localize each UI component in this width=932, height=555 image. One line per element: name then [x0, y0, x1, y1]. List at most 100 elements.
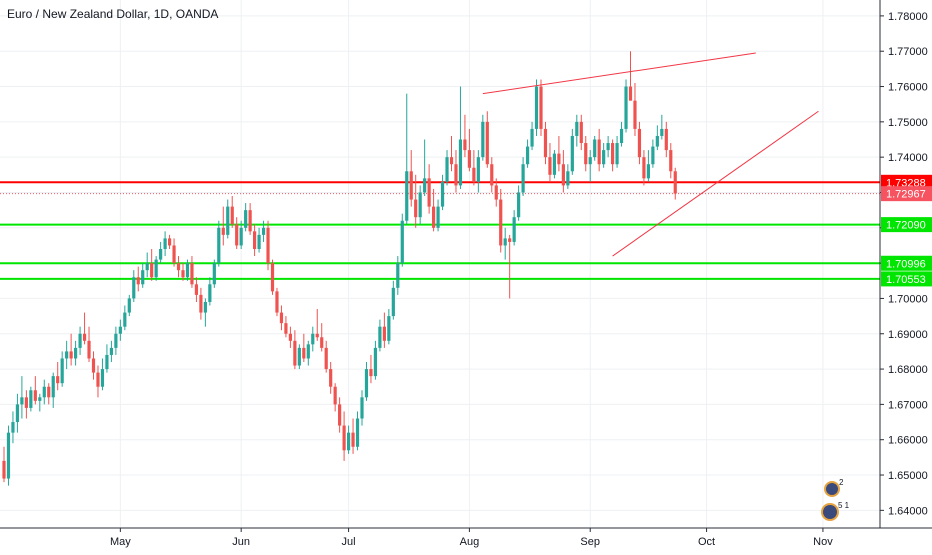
idea-icon-group-1[interactable]: 2: [824, 478, 844, 497]
candle-97: [436, 199, 440, 232]
candle-body-128: [575, 121, 579, 136]
time-axis[interactable]: May Jun Jul Aug Sep Oct Nov: [110, 528, 833, 548]
candle-25: [114, 326, 118, 355]
candle-121: [543, 121, 548, 165]
candle-145: [651, 139, 655, 168]
candle-52: [235, 217, 239, 249]
candle-132: [593, 135, 597, 161]
candle-body-21: [96, 372, 100, 387]
level-badge-2: [881, 217, 932, 233]
price-tick-label-14: 1.64000: [888, 505, 928, 517]
candle-body-41: [185, 263, 190, 278]
candle-91: [409, 150, 413, 207]
candle-body-20: [91, 358, 96, 373]
candle-143: [642, 150, 646, 186]
candle-27: [123, 305, 127, 331]
candle-body-65: [293, 340, 297, 366]
level-badge-4: [881, 271, 932, 287]
candle-14: [65, 340, 69, 370]
candle-body-39: [176, 263, 181, 271]
level-badge-3: [881, 255, 932, 271]
level-badge-label-2: 1.72090: [886, 220, 926, 232]
candle-body-131: [588, 157, 592, 165]
candle-body-109: [490, 164, 494, 186]
candle-body-30: [136, 277, 140, 285]
candle-50: [226, 199, 230, 239]
candle-122: [548, 143, 552, 182]
candle-body-31: [141, 270, 145, 285]
candle-5: [24, 390, 28, 419]
candle-142: [637, 121, 642, 165]
candle-body-61: [275, 291, 279, 313]
time-tick-label-1: Jun: [232, 536, 250, 548]
candle-54: [244, 203, 248, 232]
candle-body-7: [33, 390, 37, 401]
candle-body-18: [82, 333, 87, 341]
candle-129: [579, 114, 583, 151]
candle-body-34: [154, 259, 158, 278]
candle-body-147: [660, 128, 664, 136]
candle-body-145: [651, 146, 655, 165]
candle-body-91: [409, 171, 413, 200]
candle-126: [566, 164, 570, 189]
price-tick-label-4: 1.74000: [888, 152, 928, 164]
candles: [2, 51, 677, 486]
idea-icon-group-2[interactable]: 5 1: [821, 501, 850, 521]
candle-86: [387, 309, 391, 345]
candle-77: [346, 425, 351, 454]
candle-body-127: [570, 135, 574, 172]
candle-body-53: [239, 227, 243, 246]
candle-body-137: [615, 143, 619, 165]
candle-body-38: [172, 245, 176, 264]
candle-body-106: [476, 157, 480, 182]
candle-body-100: [449, 157, 454, 165]
candle-body-64: [288, 333, 292, 341]
candle-110: [494, 178, 498, 207]
candle-100: [449, 135, 454, 172]
candle-body-15: [69, 351, 73, 359]
candle-43: [194, 277, 199, 302]
candle-45: [203, 298, 207, 327]
candle-31: [141, 263, 145, 288]
candle-body-115: [517, 192, 521, 218]
candle-body-89: [400, 220, 404, 264]
candle-body-126: [566, 171, 570, 186]
candle-8: [38, 393, 42, 412]
candle-body-140: [628, 86, 633, 101]
candle-30: [136, 266, 140, 292]
candle-body-132: [593, 139, 597, 158]
candle-48: [217, 220, 221, 267]
candle-3: [15, 393, 20, 433]
price-tick-label-9: 1.69000: [888, 329, 928, 341]
candle-73: [329, 362, 333, 394]
candle-22: [100, 358, 105, 391]
candle-body-96: [432, 206, 436, 228]
candle-26: [118, 319, 122, 341]
candle-124: [557, 135, 561, 172]
price-tick-label-2: 1.76000: [888, 82, 928, 94]
candle-body-133: [597, 139, 601, 165]
publisher-avatar-icon-inner: [826, 483, 838, 495]
candle-body-63: [284, 323, 288, 334]
candle-body-107: [481, 121, 485, 158]
candle-body-13: [60, 358, 64, 384]
candle-62: [279, 305, 284, 331]
candle-34: [154, 256, 158, 281]
candle-146: [655, 125, 659, 151]
candle-body-123: [552, 153, 557, 175]
candle-body-139: [624, 86, 628, 129]
candle-body-71: [320, 337, 324, 348]
candle-body-29: [132, 277, 136, 299]
candle-109: [490, 157, 494, 193]
candle-body-26: [118, 326, 122, 334]
candle-36: [163, 231, 167, 257]
candle-42: [190, 256, 194, 288]
candle-115: [517, 185, 521, 221]
candle-body-58: [261, 227, 266, 235]
candle-125: [561, 150, 565, 193]
candle-58: [261, 220, 266, 242]
candle-body-124: [557, 153, 561, 165]
